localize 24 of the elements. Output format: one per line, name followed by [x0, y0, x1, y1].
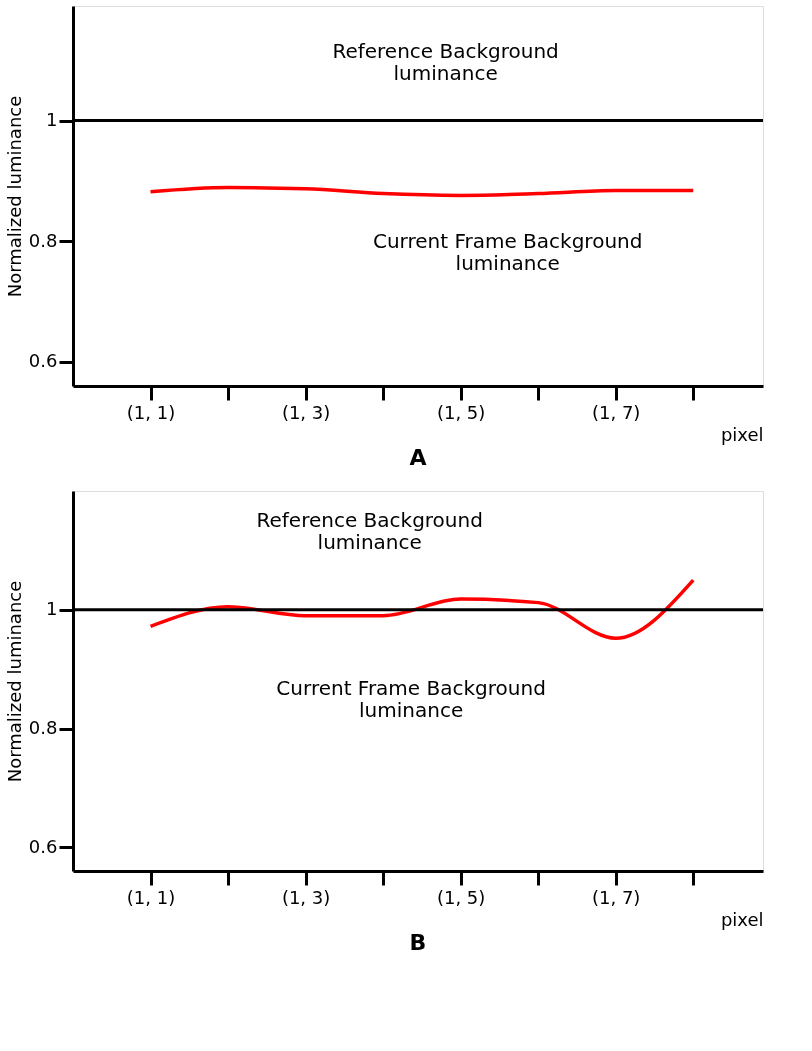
x-tick-label: (1, 7)	[591, 401, 641, 423]
x-axis-title: pixel	[720, 423, 764, 445]
annotation: Reference Background luminance	[332, 38, 559, 85]
y-tick-label: 0.8	[28, 717, 58, 738]
x-tick-label: (1, 1)	[126, 886, 176, 908]
y-tick-label: 1	[46, 109, 58, 131]
text: B	[409, 930, 427, 955]
y-tick-label: 1	[46, 598, 58, 620]
x-tick-label: (1, 5)	[436, 886, 486, 908]
y-tick-label: 0.6	[28, 350, 58, 372]
y-tick-label: 0.8	[28, 229, 58, 251]
x-tick-label: (1, 7)	[591, 886, 641, 908]
x-tick-label: (1, 1)	[126, 401, 176, 423]
annotation: Reference Background luminance	[256, 508, 483, 555]
y-tick-label: 0.6	[28, 835, 58, 857]
text: A	[409, 445, 427, 470]
y-axis-title: Normalized luminance	[3, 580, 25, 783]
x-tick-label: (1, 3)	[281, 401, 331, 423]
x-tick-label: (1, 3)	[281, 886, 331, 908]
annotation: Current Frame Background luminance	[372, 228, 643, 275]
annotation: Current Frame Background luminance	[276, 675, 546, 722]
x-axis-title: pixel	[720, 908, 764, 930]
x-tick-label: (1, 5)	[436, 401, 486, 423]
y-axis-title: Normalized luminance	[3, 95, 25, 298]
